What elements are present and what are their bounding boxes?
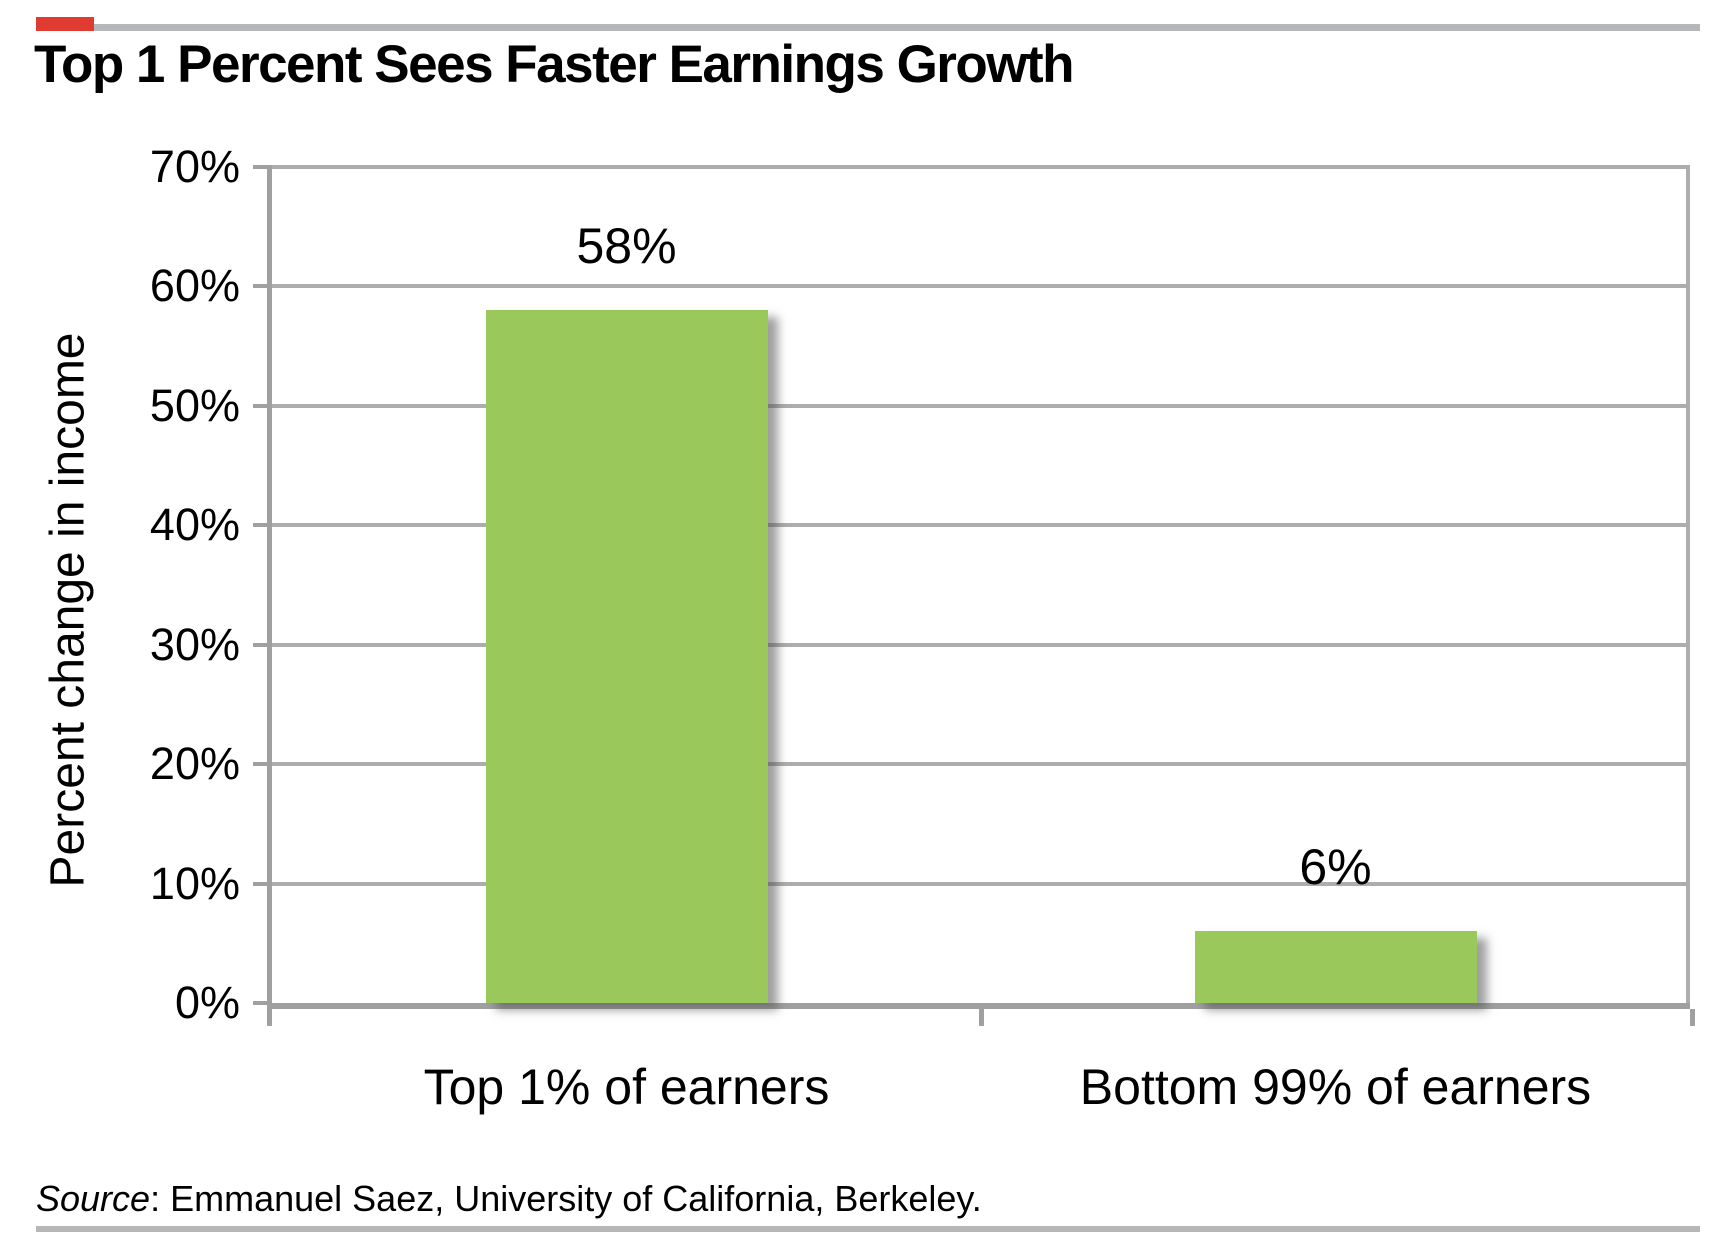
gridline-10: [272, 881, 1690, 886]
gridline-40: [272, 523, 1690, 528]
y-tick-mark: [253, 523, 267, 528]
bottom-rule: [36, 1226, 1700, 1232]
plot-right-border: [1686, 165, 1690, 1003]
y-tick-mark: [253, 165, 267, 169]
y-tick-label: 40%: [149, 499, 240, 551]
gridline-50: [272, 403, 1690, 408]
source-note: Source: Emmanuel Saez, University of Cal…: [36, 1178, 982, 1220]
x-axis-tick-mark: [979, 1009, 984, 1026]
source-label: Source: [36, 1178, 151, 1219]
y-tick-mark: [253, 762, 267, 767]
y-tick-label: 0%: [174, 977, 240, 1028]
y-tick-mark: [253, 1001, 267, 1005]
y-tick-mark: [253, 403, 267, 408]
bar-value-label: 58%: [576, 218, 677, 275]
x-axis-line: [267, 1003, 1690, 1009]
bar-value-label: 6%: [1299, 839, 1372, 896]
gridline-30: [272, 642, 1690, 647]
gridline-60: [272, 284, 1690, 289]
y-tick-mark: [253, 284, 267, 289]
chart-title: Top 1 Percent Sees Faster Earnings Growt…: [34, 35, 1075, 94]
x-category-label: Top 1% of earners: [423, 1059, 830, 1115]
gridline-70: [272, 165, 1690, 169]
plot-area: 58% 6%: [253, 165, 1695, 1026]
x-axis-tick-mark: [267, 1009, 272, 1026]
y-tick-label: 70%: [149, 141, 240, 192]
x-category-label: Bottom 99% of earners: [1079, 1059, 1592, 1115]
top-rule-red-accent: [36, 17, 94, 31]
top-rule-line: [94, 24, 1700, 31]
y-tick-label: 60%: [149, 260, 240, 312]
y-tick-labels: 0% 10% 20% 30% 40% 50% 60% 70%: [0, 141, 240, 1028]
y-tick-label: 30%: [149, 618, 240, 670]
source-text: : Emmanuel Saez, University of Californi…: [150, 1178, 982, 1219]
bar-2: [1194, 931, 1477, 1003]
y-axis-line: [267, 165, 272, 1009]
y-tick-label: 50%: [149, 379, 240, 431]
top-rule: [36, 17, 1700, 31]
y-tick-mark: [253, 881, 267, 886]
y-tick-label: 20%: [149, 738, 240, 790]
bar-1: [485, 310, 768, 1003]
gridline-20: [272, 762, 1690, 767]
y-tick-label: 10%: [149, 857, 240, 909]
y-tick-mark: [253, 642, 267, 647]
x-axis-tick-mark: [1690, 1009, 1695, 1026]
x-category-labels: Top 1% of earners Bottom 99% of earners: [272, 1058, 1690, 1130]
